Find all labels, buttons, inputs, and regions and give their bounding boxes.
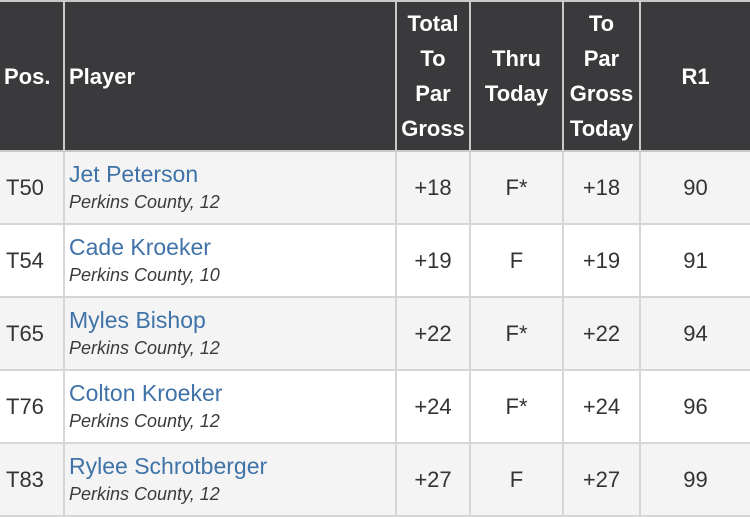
player-team: Perkins County, 12: [69, 191, 220, 212]
today-to-par-cell: +19: [562, 223, 641, 298]
header-total-line: Par: [415, 81, 451, 106]
r1-cell: 99: [639, 442, 750, 517]
header-total-line: Total: [407, 11, 459, 36]
header-today-line: Gross: [569, 81, 634, 106]
table-row: T76 Colton Kroeker Perkins County, 12 +2…: [0, 369, 750, 444]
header-pos: Pos.: [0, 0, 65, 152]
header-today-line: To: [588, 11, 615, 36]
thru-cell: F*: [469, 369, 564, 444]
header-today-line: Today: [569, 116, 634, 141]
position-cell: T76: [0, 369, 65, 444]
player-cell: Myles Bishop Perkins County, 12: [63, 296, 397, 371]
player-team: Perkins County, 12: [69, 483, 220, 504]
thru-cell: F: [469, 223, 564, 298]
r1-cell: 96: [639, 369, 750, 444]
position-cell: T65: [0, 296, 65, 371]
r1-cell: 91: [639, 223, 750, 298]
position-cell: T54: [0, 223, 65, 298]
player-name-link[interactable]: Jet Peterson: [69, 160, 199, 187]
total-to-par-cell: +18: [395, 150, 471, 225]
table-body: T50 Jet Peterson Perkins County, 12 +18 …: [0, 150, 750, 517]
thru-cell: F*: [469, 150, 564, 225]
player-cell: Rylee Schrotberger Perkins County, 12: [63, 442, 397, 517]
header-thru-line: Thru: [492, 46, 541, 71]
header-thru-line: Today: [484, 81, 549, 106]
today-to-par-cell: +22: [562, 296, 641, 371]
player-team: Perkins County, 12: [69, 410, 220, 431]
header-r1: R1: [639, 0, 750, 152]
header-today-line: Par: [583, 46, 620, 71]
player-team: Perkins County, 10: [69, 264, 220, 285]
header-thru-today: Thru Today: [469, 0, 564, 152]
table-header: Pos. Player Total To Par Gross Thru Toda…: [0, 0, 750, 152]
header-to-par-gross-today: To Par Gross Today: [562, 0, 641, 152]
header-total-line: Gross: [401, 116, 465, 141]
today-to-par-cell: +24: [562, 369, 641, 444]
r1-cell: 90: [639, 150, 750, 225]
total-to-par-cell: +22: [395, 296, 471, 371]
header-total-to-par-gross: Total To Par Gross: [395, 0, 471, 152]
total-to-par-cell: +27: [395, 442, 471, 517]
player-cell: Cade Kroeker Perkins County, 10: [63, 223, 397, 298]
player-cell: Jet Peterson Perkins County, 12: [63, 150, 397, 225]
player-team: Perkins County, 12: [69, 337, 220, 358]
today-to-par-cell: +27: [562, 442, 641, 517]
player-name-link[interactable]: Cade Kroeker: [69, 233, 211, 260]
r1-cell: 94: [639, 296, 750, 371]
player-name-link[interactable]: Rylee Schrotberger: [69, 452, 268, 479]
table-row: T50 Jet Peterson Perkins County, 12 +18 …: [0, 150, 750, 225]
header-row: Pos. Player Total To Par Gross Thru Toda…: [0, 0, 750, 152]
today-to-par-cell: +18: [562, 150, 641, 225]
table-row: T54 Cade Kroeker Perkins County, 10 +19 …: [0, 223, 750, 298]
thru-cell: F: [469, 442, 564, 517]
total-to-par-cell: +24: [395, 369, 471, 444]
position-cell: T50: [0, 150, 65, 225]
position-cell: T83: [0, 442, 65, 517]
player-name-link[interactable]: Colton Kroeker: [69, 379, 223, 406]
table-row: T65 Myles Bishop Perkins County, 12 +22 …: [0, 296, 750, 371]
total-to-par-cell: +19: [395, 223, 471, 298]
thru-cell: F*: [469, 296, 564, 371]
player-cell: Colton Kroeker Perkins County, 12: [63, 369, 397, 444]
header-total-line: To: [420, 46, 446, 71]
player-name-link[interactable]: Myles Bishop: [69, 306, 206, 333]
header-player: Player: [63, 0, 397, 152]
table-row: T83 Rylee Schrotberger Perkins County, 1…: [0, 442, 750, 517]
